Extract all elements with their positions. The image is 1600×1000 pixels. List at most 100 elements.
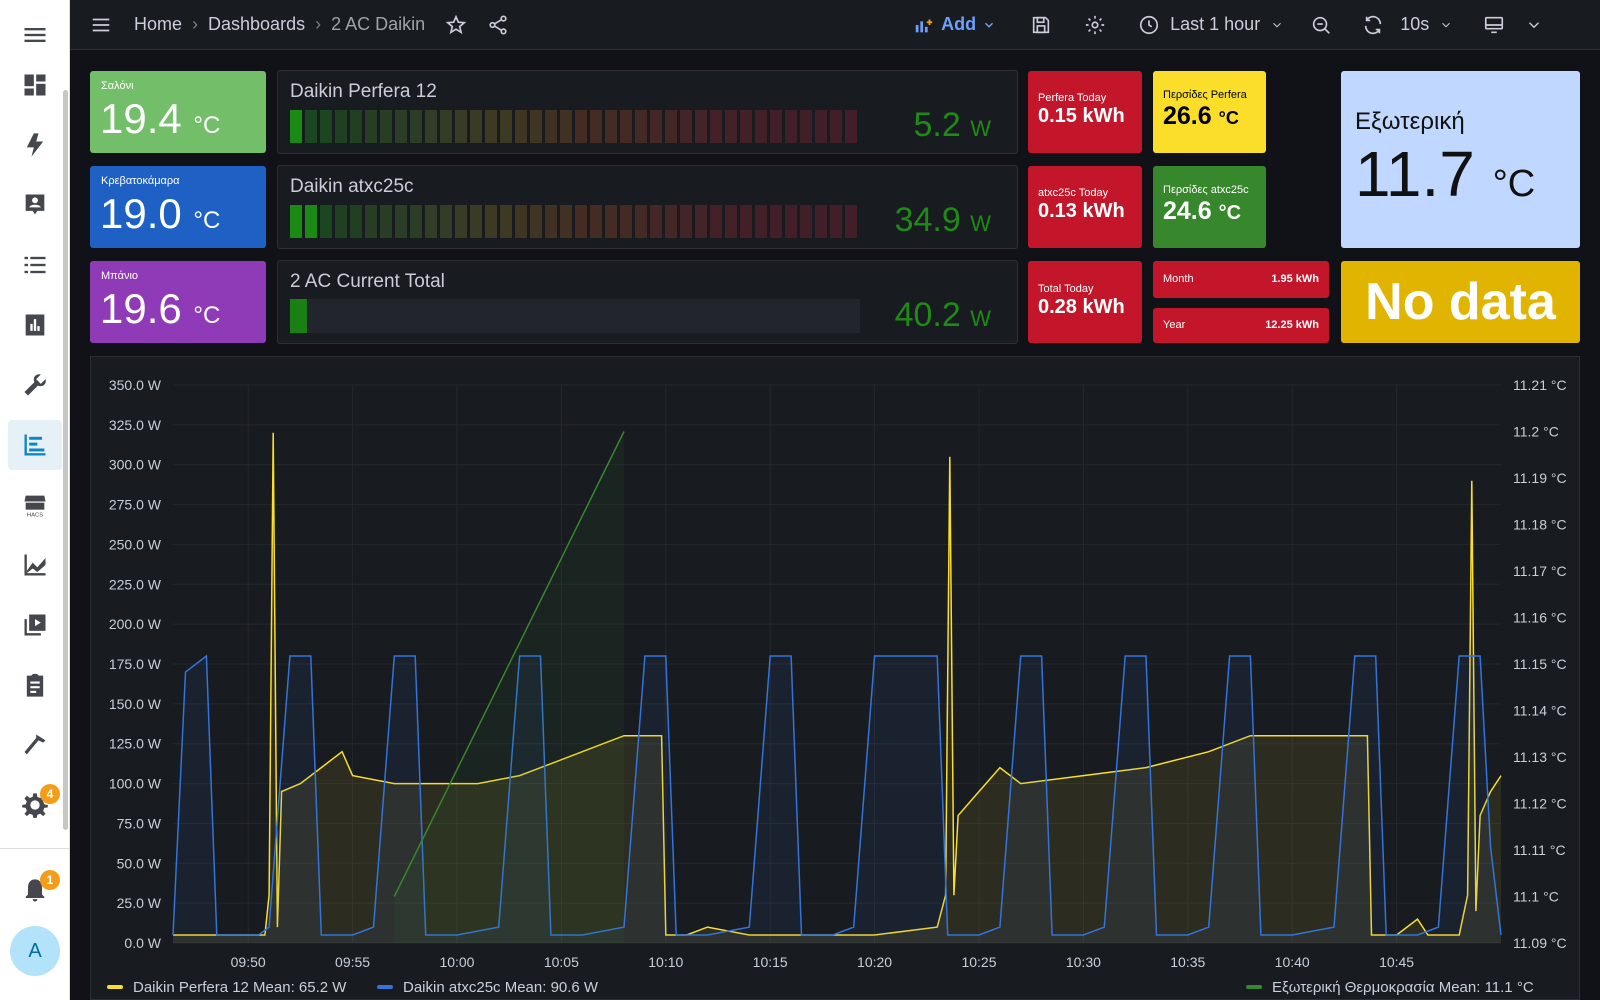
gauge-total[interactable]: 2 AC Current Total 40.2 W bbox=[277, 260, 1018, 344]
stat-month[interactable]: Month 1.95 kWh bbox=[1153, 261, 1329, 298]
dashboard-settings-button[interactable] bbox=[1084, 14, 1106, 36]
gauge-title: 2 AC Current Total bbox=[290, 271, 445, 292]
y-left-tick-label: 250.0 W bbox=[109, 536, 162, 552]
gauge-segment bbox=[635, 205, 647, 238]
gauge-atxc[interactable]: Daikin atxc25c 34.9 W bbox=[277, 165, 1018, 249]
stat-outdoor[interactable]: Εξωτερική 11.7 °C bbox=[1341, 71, 1580, 248]
gauge-segment bbox=[395, 205, 407, 238]
gauge-value: 34.9 bbox=[894, 201, 961, 239]
add-button[interactable]: Add bbox=[913, 14, 996, 36]
stat-atxc-louver[interactable]: Περσίδες atxc25c 24.6 °C bbox=[1153, 166, 1266, 248]
y-left-tick-label: 25.0 W bbox=[117, 895, 162, 911]
hamburger-menu-button[interactable] bbox=[8, 10, 62, 60]
gauge-segment bbox=[845, 110, 857, 143]
grid-icon bbox=[24, 74, 46, 96]
sidebar-item-logbook[interactable] bbox=[8, 240, 62, 290]
avatar[interactable]: A bbox=[10, 926, 60, 976]
notifications-button[interactable]: 1 bbox=[8, 866, 62, 916]
view-mode-button[interactable] bbox=[1483, 14, 1505, 36]
sidebar-item-statistics[interactable] bbox=[8, 540, 62, 590]
breadcrumb-home[interactable]: Home bbox=[134, 14, 183, 34]
stat-value: 0.28 kWh bbox=[1038, 296, 1125, 318]
gauge-segment bbox=[650, 205, 662, 238]
stat-perfera-louver[interactable]: Περσίδες Perfera 26.6 °C bbox=[1153, 71, 1266, 153]
sidebar-item-grafana[interactable] bbox=[8, 420, 62, 470]
gauge-segment bbox=[845, 205, 857, 238]
share-button[interactable] bbox=[487, 14, 509, 36]
gauge-segment bbox=[815, 205, 827, 238]
gauge-segment bbox=[800, 205, 812, 238]
sidebar-item-history[interactable] bbox=[8, 300, 62, 350]
x-tick-label: 09:55 bbox=[335, 954, 370, 970]
time-range-label: Last 1 hour bbox=[1170, 14, 1261, 34]
gauge-segment bbox=[365, 110, 377, 143]
series-line-1 bbox=[172, 654, 1502, 936]
sidebar-item-settings[interactable]: 4 bbox=[8, 780, 62, 830]
clock-icon bbox=[1140, 15, 1159, 34]
legend-item: Daikin atxc25c Mean: 90.6 W bbox=[403, 979, 599, 996]
stat-atxc-today[interactable]: atxc25c Today 0.13 kWh bbox=[1028, 166, 1142, 248]
y-left-tick-label: 225.0 W bbox=[109, 576, 162, 592]
star-button[interactable] bbox=[445, 14, 467, 36]
stat-value: 11.7 bbox=[1355, 138, 1475, 210]
y-left-tick-label: 75.0 W bbox=[117, 815, 162, 831]
stat-bedroom[interactable]: Κρεβατοκάμαρα 19.0 °C bbox=[90, 166, 266, 248]
stat-perfera-today[interactable]: Perfera Today 0.15 kWh bbox=[1028, 71, 1142, 153]
gauge-segment bbox=[290, 205, 302, 238]
gauge-segment bbox=[335, 110, 347, 143]
chevron-down-icon bbox=[1529, 21, 1540, 28]
sidebar-item-tools[interactable] bbox=[8, 360, 62, 410]
menu-toggle-button[interactable] bbox=[90, 14, 112, 36]
view-mode-dropdown[interactable] bbox=[1525, 16, 1543, 34]
y-right-tick-label: 11.21 °C bbox=[1513, 377, 1567, 393]
svg-text:HACS: HACS bbox=[27, 513, 43, 519]
stat-value: 1.95 kWh bbox=[1271, 273, 1319, 285]
gauge-perfera[interactable]: Daikin Perfera 12 5.2 W bbox=[277, 70, 1018, 154]
gear-icon bbox=[1085, 15, 1105, 34]
stat-bath[interactable]: Μπάνιο 19.6 °C bbox=[90, 261, 266, 343]
zoom-out-icon bbox=[1313, 16, 1331, 34]
stat-saloni[interactable]: Σαλόνι 19.4 °C bbox=[90, 71, 266, 153]
gauge-segment bbox=[515, 110, 527, 143]
settings-badge: 4 bbox=[40, 784, 60, 804]
gauge-segment bbox=[530, 205, 542, 238]
wrench-icon bbox=[24, 374, 46, 396]
series-area-1 bbox=[173, 656, 1501, 943]
y-right-tick-label: 11.17 °C bbox=[1513, 563, 1567, 579]
stat-label: Κρεβατοκάμαρα bbox=[101, 175, 180, 187]
stat-unit: °C bbox=[1218, 202, 1242, 224]
stat-value-wrap: 19.0 °C bbox=[100, 190, 220, 238]
save-icon bbox=[1032, 16, 1050, 33]
sidebar-item-todo[interactable] bbox=[8, 660, 62, 710]
stat-value: 19.0 bbox=[100, 190, 182, 237]
stat-value: 24.6 bbox=[1163, 197, 1212, 225]
gauge-segment bbox=[740, 205, 752, 238]
sidebar-item-developer-tools[interactable] bbox=[8, 720, 62, 770]
gauge-segment bbox=[680, 110, 692, 143]
sidebar-item-overview[interactable] bbox=[8, 60, 62, 110]
gauge-segment bbox=[815, 110, 827, 143]
gauge-segment bbox=[545, 110, 557, 143]
gauge-segment bbox=[785, 110, 797, 143]
sidebar-item-hacs[interactable]: HACS bbox=[8, 480, 62, 530]
stat-year[interactable]: Year 12.25 kWh bbox=[1153, 308, 1329, 343]
refresh-interval-label: 10s bbox=[1400, 14, 1430, 34]
stat-total-today[interactable]: Total Today 0.28 kWh bbox=[1028, 261, 1142, 343]
stat-no-data[interactable]: No data bbox=[1341, 261, 1580, 343]
gauge-segment bbox=[725, 110, 737, 143]
sidebar-item-energy[interactable] bbox=[8, 120, 62, 170]
y-left-tick-label: 275.0 W bbox=[109, 497, 162, 513]
y-right-tick-label: 11.13 °C bbox=[1513, 749, 1567, 765]
gauge-segment bbox=[665, 205, 677, 238]
sidebar-scrollbar[interactable] bbox=[63, 90, 68, 830]
save-dashboard-button[interactable] bbox=[1030, 14, 1052, 36]
time-picker-button[interactable]: Last 1 hour bbox=[1138, 14, 1284, 36]
power-chart-panel[interactable]: 0.0 W 25.0 W 50.0 W 75.0 W 100.0 W 125.0 W 150… bbox=[90, 356, 1580, 1000]
sidebar-item-media[interactable] bbox=[8, 600, 62, 650]
sidebar-item-map[interactable] bbox=[8, 180, 62, 230]
stat-label: Perfera Today bbox=[1038, 92, 1107, 104]
breadcrumb-dashboards[interactable]: Dashboards bbox=[208, 14, 306, 34]
refresh-button[interactable] bbox=[1362, 14, 1384, 36]
zoom-out-button[interactable] bbox=[1310, 14, 1332, 36]
refresh-interval-picker[interactable]: 10s bbox=[1400, 14, 1453, 35]
